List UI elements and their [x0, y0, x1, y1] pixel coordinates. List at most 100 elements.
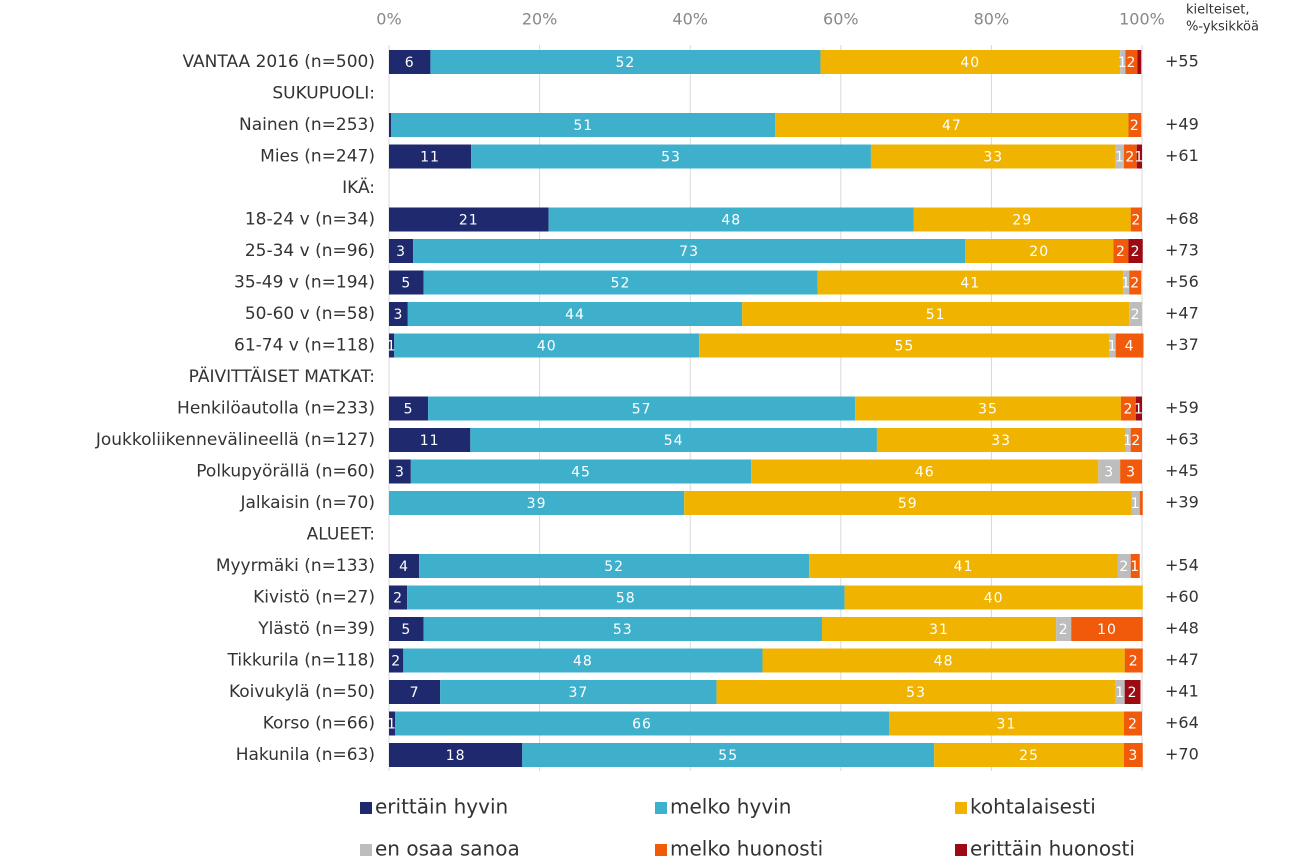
value-label: 2: [1129, 654, 1139, 670]
bar-segment: [548, 207, 914, 232]
bar-segment: [742, 302, 1130, 326]
x-tick-label: 100%: [1119, 10, 1165, 29]
bar-segment: [1115, 680, 1125, 704]
value-label: 41: [960, 276, 980, 292]
value-label: 1: [1123, 433, 1133, 449]
value-label: 37: [568, 685, 588, 701]
bar-segment: [389, 617, 424, 641]
value-label: 58: [616, 591, 636, 607]
bar-segment: [1128, 113, 1142, 137]
bar-segment: [1129, 302, 1142, 326]
value-label: 2: [1119, 559, 1129, 575]
legend-swatch: [955, 844, 967, 856]
value-label: 2: [1130, 276, 1140, 292]
value-label: 40: [960, 55, 980, 71]
bar-segment: [775, 113, 1129, 137]
value-label: 1: [1115, 685, 1125, 701]
value-label: 2: [1126, 55, 1136, 71]
category-label: 35-49 v (n=194): [234, 273, 375, 293]
bar-segment: [1123, 711, 1142, 736]
value-label: 1: [1115, 150, 1125, 166]
category-label: Koivukylä (n=50): [229, 682, 375, 702]
value-label: 4: [399, 559, 409, 575]
x-tick-label: 40%: [672, 10, 708, 29]
net-label: +60: [1165, 587, 1199, 606]
category-label: IKÄ:: [342, 177, 375, 198]
bar-segment: [1071, 617, 1143, 641]
value-label: 1: [1130, 559, 1140, 575]
bar-segment: [1139, 491, 1143, 515]
value-label: 2: [1130, 118, 1140, 134]
bar-segment: [391, 113, 776, 137]
value-label: 21: [459, 213, 479, 229]
value-label: 2: [391, 654, 401, 670]
bar-segment: [470, 428, 877, 452]
value-label: 2: [1125, 150, 1135, 166]
bar-segment: [1115, 144, 1124, 169]
bar-segment: [389, 270, 424, 295]
value-label: 73: [679, 244, 699, 260]
bar-segment: [389, 680, 441, 704]
category-label: 50-60 v (n=58): [245, 304, 375, 324]
bar-segment: [1120, 459, 1142, 484]
value-label: 48: [934, 654, 954, 670]
value-label: 53: [661, 150, 681, 166]
category-label: Kivistö (n=27): [253, 588, 375, 608]
bar-segment: [1117, 554, 1131, 578]
bar-segment: [410, 459, 752, 484]
bar-segment: [389, 50, 431, 74]
value-label: 3: [393, 307, 403, 323]
bar-segment: [870, 144, 1116, 169]
bar-segment: [389, 459, 411, 484]
value-label: 10: [1097, 622, 1117, 638]
bar-segment: [440, 680, 717, 704]
bar-segment: [423, 617, 822, 641]
bar-segment: [389, 113, 392, 137]
value-label: 40: [984, 591, 1004, 607]
bar-segment: [403, 648, 763, 673]
value-label: 4: [1125, 339, 1135, 355]
legend-label: erittäin huonosti: [970, 837, 1135, 861]
value-label: 54: [664, 433, 684, 449]
value-label: 55: [718, 748, 738, 764]
category-label: Tikkurila (n=118): [226, 651, 375, 671]
legend-label: kohtalaisesti: [970, 795, 1096, 819]
category-label: SUKUPUOLI:: [272, 84, 375, 104]
bar-segment: [389, 491, 685, 515]
legend-swatch: [955, 802, 967, 814]
value-label: 31: [997, 717, 1017, 733]
value-label: 53: [613, 622, 633, 638]
net-label: +64: [1165, 713, 1199, 732]
net-label: +56: [1165, 272, 1199, 291]
bar-segment: [1109, 333, 1116, 358]
value-label: 3: [396, 244, 406, 260]
bar-segment: [965, 239, 1114, 263]
value-label: 46: [915, 465, 935, 481]
value-label: 52: [604, 559, 624, 575]
category-label: Joukkoliikennevälineellä (n=127): [95, 430, 375, 450]
bar-segment: [413, 239, 966, 263]
bar-segment: [751, 459, 1099, 484]
bar-segment: [1115, 333, 1144, 358]
bar-segment: [876, 428, 1126, 452]
value-label: 33: [983, 150, 1003, 166]
category-label: Mies (n=247): [260, 147, 375, 167]
value-label: 6: [405, 55, 415, 71]
bar-segment: [389, 302, 408, 326]
value-label: 29: [1012, 213, 1032, 229]
bar-segment: [1130, 428, 1142, 452]
bar-segment: [762, 648, 1125, 673]
bar-segment: [419, 554, 810, 578]
bar-segment: [1123, 270, 1130, 295]
category-label: Jalkaisin (n=70): [239, 493, 375, 513]
net-label: +48: [1165, 619, 1199, 638]
bar-segment: [684, 491, 1132, 515]
net-label: +49: [1165, 115, 1199, 134]
bar-segment: [389, 585, 408, 610]
net-label: +39: [1165, 493, 1199, 512]
bar-segment: [522, 743, 935, 767]
value-label: 41: [954, 559, 974, 575]
value-label: 2: [1128, 717, 1138, 733]
bar-segment: [809, 554, 1118, 578]
